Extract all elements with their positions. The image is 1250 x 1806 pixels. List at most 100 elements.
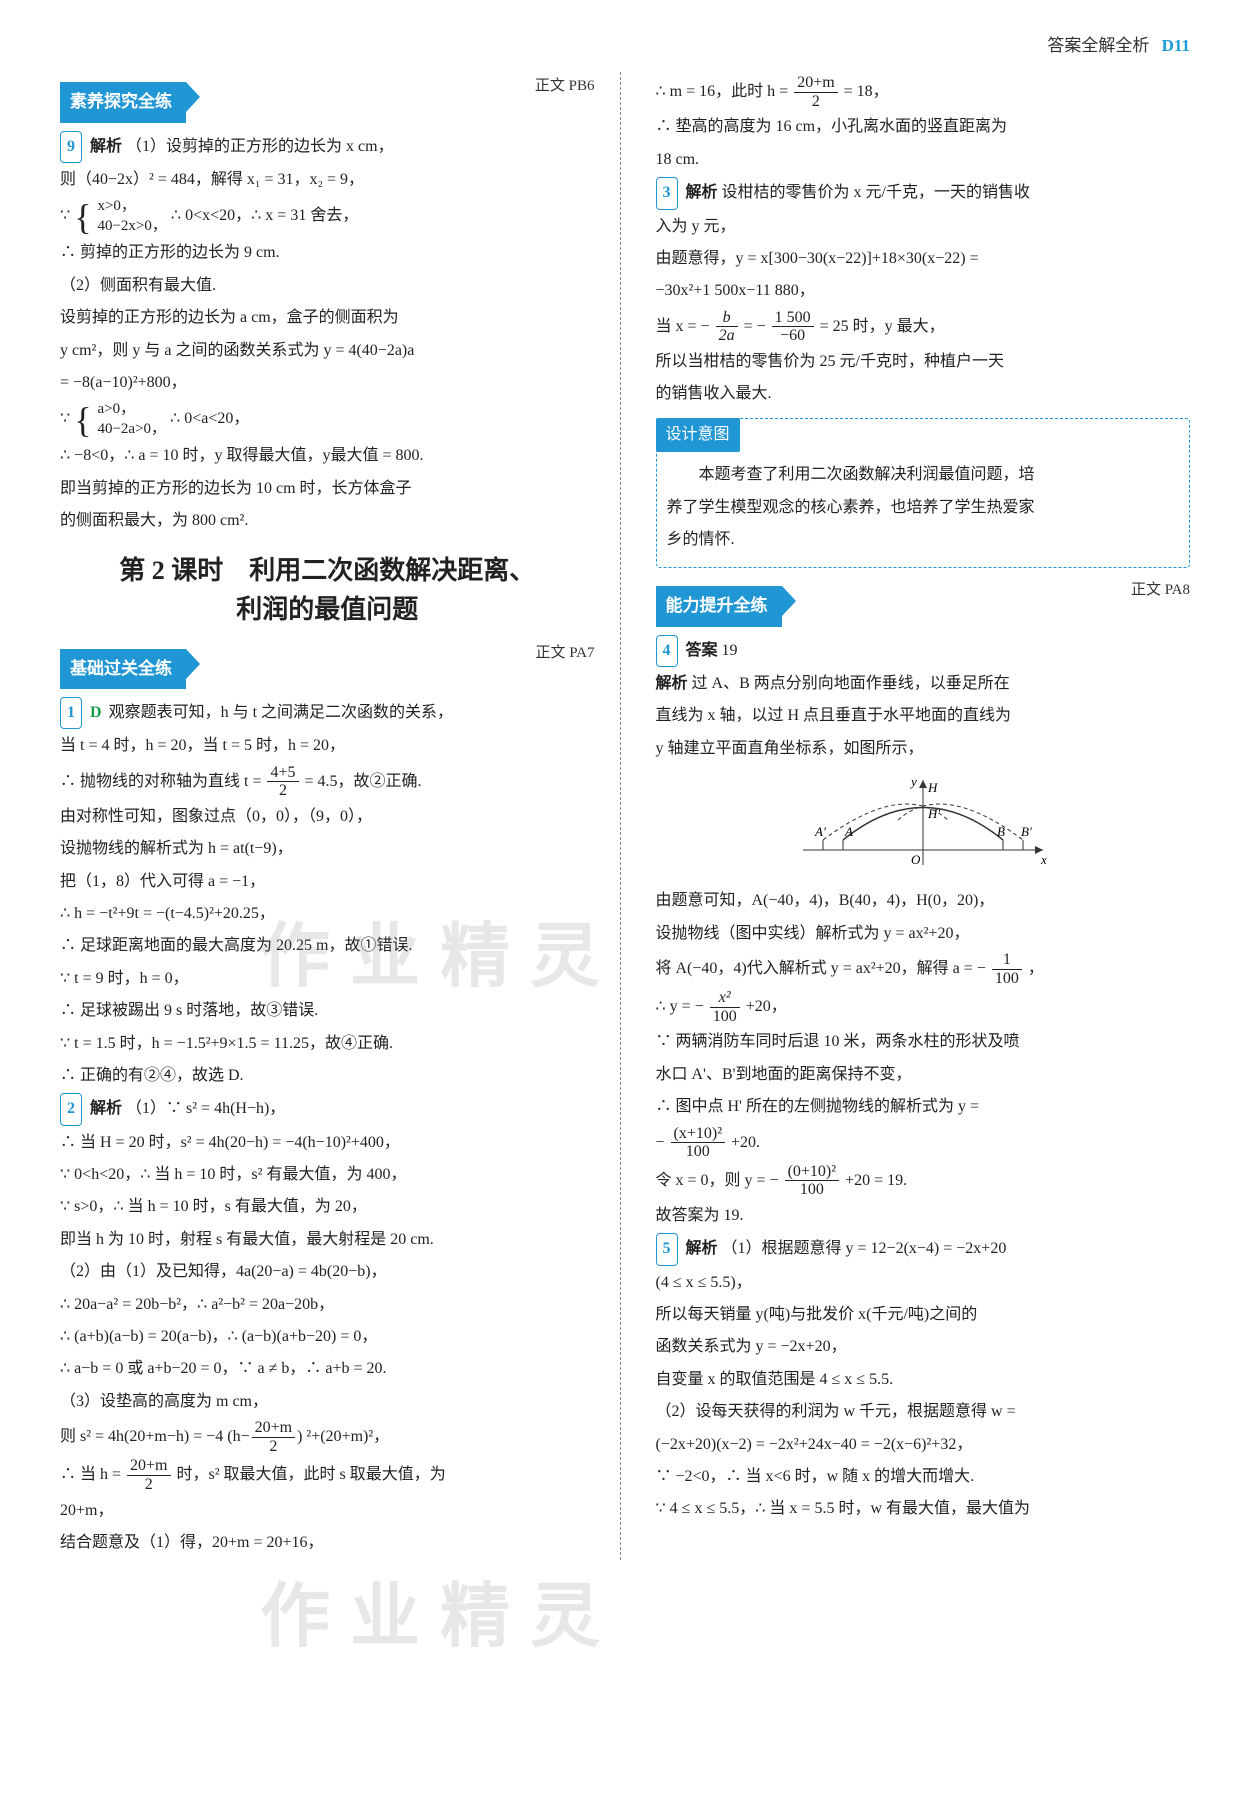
q1-l3: ∴ 抛物线的对称轴为直线 t = 4+5 2 = 4.5，故②正确. — [60, 764, 595, 800]
svg-text:H': H' — [927, 806, 940, 821]
frac-den: 2 — [252, 1438, 295, 1456]
q9-l7: y cm²，则 y 与 a 之间的函数关系式为 y = 4(40−2a)a — [60, 336, 595, 366]
q2-label: 解析 — [90, 1100, 122, 1117]
q1-l8: ∴ 足球距离地面的最大高度为 20.25 m，故①错误. — [60, 931, 595, 961]
frac: 20+m 2 — [252, 1419, 295, 1455]
frac-den: 100 — [992, 970, 1022, 988]
q2-l2: ∴ 当 H = 20 时，s² = 4h(20−h) = −4(h−10)²+4… — [60, 1128, 595, 1158]
q4-l8: ∵ 两辆消防车同时后退 10 米，两条水柱的形状及喷 — [656, 1027, 1191, 1057]
q5-l3: 所以每天销量 y(吨)与批发价 x(千元/吨)之间的 — [656, 1300, 1191, 1330]
q9-l6: 设剪掉的正方形的边长为 a cm，盒子的侧面积为 — [60, 303, 595, 333]
q5-num: 5 — [656, 1233, 678, 1265]
q9: 9 解析 （1）设剪掉的正方形的边长为 x cm， — [60, 131, 595, 163]
q2-l9: ∴ a−b = 0 或 a+b−20 = 0，∵ a ≠ b，∴ a+b = 2… — [60, 1354, 595, 1384]
q9-l3: ∵ { x>0， 40−2x>0， ∴ 0<x<20，∴ x = 31 舍去， — [60, 197, 595, 236]
q4-l2: 直线为 x 轴，以过 H 点且垂直于水平地面的直线为 — [656, 701, 1191, 731]
q3-l5: 当 x = − b 2a = − 1 500 −60 = 25 时，y 最大， — [656, 309, 1191, 345]
q4-l7a: ∴ y = − — [656, 998, 704, 1015]
q4-diagram: A' A B B' H H' O x y — [793, 770, 1053, 880]
q5-l6: （2）设每天获得的利润为 w 千元，根据题意得 w = — [656, 1397, 1191, 1427]
design-l3: 乡的情怀. — [667, 525, 1180, 555]
q3-l3: 由题意得，y = x[300−30(x−22)]+18×30(x−22) = — [656, 244, 1191, 274]
frac-den: 100 — [671, 1143, 725, 1161]
q9-l3a: x>0， — [97, 198, 135, 214]
rtop-l1b: = 18， — [844, 83, 889, 100]
q3-num: 3 — [656, 177, 678, 209]
frac-num: x² — [710, 989, 740, 1008]
frac-den: 2 — [127, 1476, 170, 1494]
svg-text:y: y — [909, 774, 917, 789]
q4-ans: 19 — [722, 642, 738, 659]
frac-den: 2a — [716, 327, 738, 345]
q9-l1: （1）设剪掉的正方形的边长为 x cm， — [126, 138, 394, 155]
q2-l3: ∵ 0<h<20，∴ 当 h = 10 时，s² 有最大值，为 400， — [60, 1160, 595, 1190]
frac-den: 100 — [710, 1008, 740, 1026]
header-title: 答案全解全析 — [1047, 36, 1149, 55]
frac: (x+10)² 100 — [671, 1125, 725, 1161]
q4-l12: 令 x = 0，则 y = − (0+10)² 100 +20 = 19. — [656, 1163, 1191, 1199]
ref-pb6: 正文 PB6 — [535, 72, 595, 101]
section-tag-jichu: 基础过关全练 — [60, 649, 186, 689]
page-header: 答案全解全析 D11 — [60, 30, 1190, 62]
design-box: 设计意图 本题考查了利用二次函数解决利润最值问题，培 养了学生模型观念的核心素养… — [656, 418, 1191, 569]
q1-ans: D — [90, 698, 102, 728]
q4-l11a: − — [656, 1133, 665, 1150]
q9-l12: 的侧面积最大，为 800 cm². — [60, 506, 595, 536]
q3-label: 解析 — [686, 184, 718, 201]
q9-l5: （2）侧面积有最大值. — [60, 271, 595, 301]
frac: 4+5 2 — [267, 764, 298, 800]
q2-l7: ∴ 20a−a² = 20b−b²，∴ a²−b² = 20a−20b， — [60, 1290, 595, 1320]
q4-l9: 水口 A'、B'到地面的距离保持不变， — [656, 1060, 1191, 1090]
q4-analysis: 解析 过 A、B 两点分别向地面作垂线，以垂足所在 — [656, 669, 1191, 699]
ref-pa7: 正文 PA7 — [535, 639, 594, 668]
q1-l5: 设抛物线的解析式为 h = at(t−9)， — [60, 834, 595, 864]
q5: 5 解析 （1）根据题意得 y = 12−2(x−4) = −2x+20 — [656, 1233, 1191, 1265]
page-number: D11 — [1162, 36, 1190, 55]
q1-num: 1 — [60, 697, 82, 729]
q3-l7: 的销售收入最大. — [656, 379, 1191, 409]
q4-l12a: 令 x = 0，则 y = − — [656, 1172, 779, 1189]
q9-brace1: x>0， 40−2x>0， — [97, 197, 166, 236]
design-body: 本题考查了利用二次函数解决利润最值问题，培 养了学生模型观念的核心素养，也培养了… — [657, 452, 1190, 567]
brace-icon: { — [74, 199, 91, 235]
section-title-l2: 利润的最值问题 — [236, 595, 418, 624]
q1: 1 D 观察题表可知，h 与 t 之间满足二次函数的关系， — [60, 697, 595, 729]
q4-l5: 设抛物线（图中实线）解析式为 y = ax²+20， — [656, 919, 1191, 949]
section-title-l1: 第 2 课时 利用二次函数解决距离、 — [119, 556, 535, 585]
q2-l6: （2）由（1）及已知得，4a(20−a) = 4b(20−b)， — [60, 1257, 595, 1287]
q9-l3post: ∴ 0<x<20，∴ x = 31 舍去， — [171, 208, 358, 225]
q1-l1: 观察题表可知，h 与 t 之间满足二次函数的关系， — [109, 704, 453, 721]
q4-l7b: +20， — [746, 998, 787, 1015]
q5-l5: 自变量 x 的取值范围是 4 ≤ x ≤ 5.5. — [656, 1365, 1191, 1395]
q9-l9pre: ∵ — [60, 411, 70, 428]
q2-l10: （3）设垫高的高度为 m cm， — [60, 1387, 595, 1417]
q1-l11: ∵ t = 1.5 时，h = −1.5²+9×1.5 = 11.25，故④正确… — [60, 1029, 595, 1059]
frac-den: −60 — [772, 327, 814, 345]
frac-num: b — [716, 309, 738, 328]
q1-l2: 当 t = 4 时，h = 20，当 t = 5 时，h = 20， — [60, 731, 595, 761]
q5-l1: （1）根据题意得 y = 12−2(x−4) = −2x+20 — [722, 1240, 1007, 1257]
q5-l7: (−2x+20)(x−2) = −2x²+24x−40 = −2(x−6)²+3… — [656, 1430, 1191, 1460]
q9-l3pre: ∵ — [60, 208, 70, 225]
frac-num: 1 — [992, 951, 1022, 970]
q3: 3 解析 设柑桔的零售价为 x 元/千克，一天的销售收 — [656, 177, 1191, 209]
q2-l13: 20+m， — [60, 1496, 595, 1526]
q4-num: 4 — [656, 635, 678, 667]
q4-l6a: 将 A(−40，4)代入解析式 y = ax²+20，解得 a = − — [656, 960, 986, 977]
q2-l11bpost: ) — [297, 1428, 302, 1445]
q5-l2: (4 ≤ x ≤ 5.5)， — [656, 1268, 1191, 1298]
q5-l9: ∵ 4 ≤ x ≤ 5.5，∴ 当 x = 5.5 时，w 有最大值，最大值为 — [656, 1494, 1191, 1524]
frac: (0+10)² 100 — [785, 1163, 839, 1199]
frac-num: 20+m — [252, 1419, 295, 1438]
q2-l12b: 时，s² 取最大值，此时 s 取最大值，为 — [177, 1466, 446, 1483]
q2-l8: ∴ (a+b)(a−b) = 20(a−b)，∴ (a−b)(a+b−20) =… — [60, 1322, 595, 1352]
q2-l4: ∵ s>0，∴ 当 h = 10 时，s 有最大值，为 20， — [60, 1192, 595, 1222]
q4-label: 解析 — [656, 675, 688, 692]
q4-l13: 故答案为 19. — [656, 1201, 1191, 1231]
q4-l12b: +20 = 19. — [845, 1172, 907, 1189]
q9-l9: ∵ { a>0， 40−2a>0， ∴ 0<a<20， — [60, 400, 595, 439]
q9-l9a: a>0， — [97, 401, 135, 417]
q3-l6: 所以当柑桔的零售价为 25 元/千克时，种植户一天 — [656, 347, 1191, 377]
frac-num: (x+10)² — [671, 1125, 725, 1144]
q5-l4: 函数关系式为 y = −2x+20， — [656, 1332, 1191, 1362]
